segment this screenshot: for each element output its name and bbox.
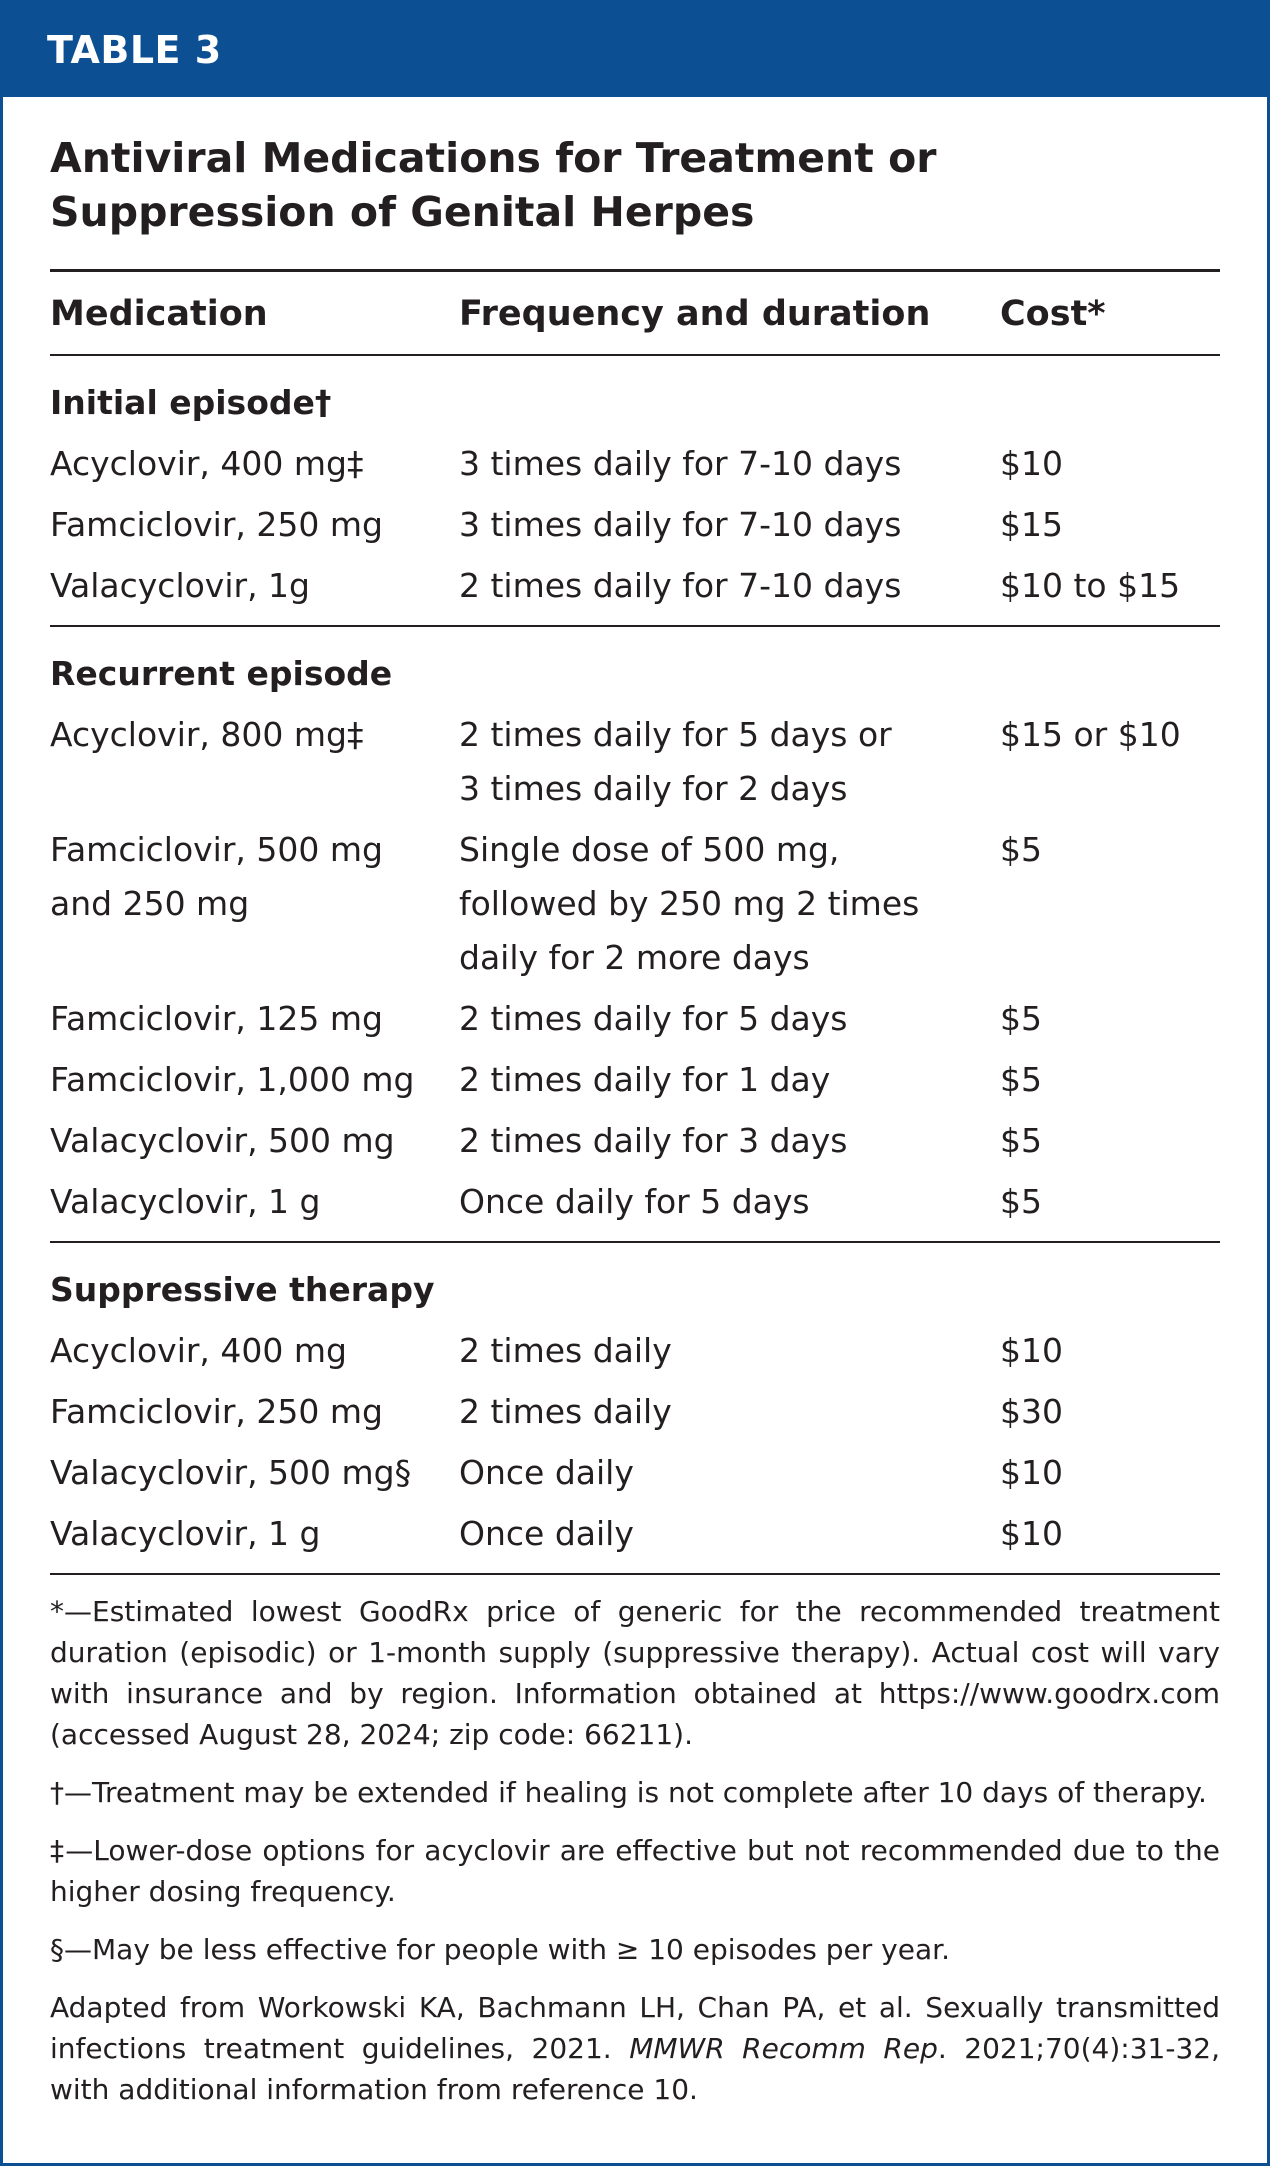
data-row: Acyclovir, 400 mg 2 times daily $10 xyxy=(50,1321,1220,1382)
cell: Acyclovir, 400 mg xyxy=(50,1331,347,1370)
footnotes: *—Estimated lowest GoodRx price of gener… xyxy=(50,1591,1220,2110)
section-row: Suppressive therapy xyxy=(50,1242,1220,1321)
cell: $10 xyxy=(1000,1504,1220,1575)
content: Antiviral Medications for Treatment or S… xyxy=(3,131,1267,2110)
footnote: ‡—Lower-dose options for acyclovir are e… xyxy=(50,1834,1220,1908)
cell: $15 or $10 xyxy=(1000,715,1181,754)
cell-line: 3 times daily for 2 days xyxy=(459,769,848,808)
section-heading: Suppressive therapy xyxy=(50,1270,435,1309)
cell: Once daily xyxy=(459,1504,1000,1575)
medication-table: Medication Frequency and duration Cost* In… xyxy=(50,269,1220,1575)
cell: $5 xyxy=(1000,1172,1220,1243)
data-row: Valacyclovir, 1 g Once daily for 5 days $5 xyxy=(50,1172,1220,1243)
data-row: Famciclovir, 250 mg 3 times daily for 7-1… xyxy=(50,495,1220,556)
cell-line: daily for 2 more days xyxy=(459,938,810,977)
header-row: Medication Frequency and duration Cost* xyxy=(50,269,1220,356)
cell: Acyclovir, 400 mg‡ xyxy=(50,444,364,483)
cell: $10 xyxy=(1000,1453,1063,1492)
cell: Once daily xyxy=(459,1453,634,1492)
data-row: Famciclovir, 250 mg 2 times daily $30 xyxy=(50,1382,1220,1443)
cell-line: 2 times daily for 5 days or xyxy=(459,715,892,754)
data-row: Valacyclovir, 500 mg§ Once daily $10 xyxy=(50,1443,1220,1504)
cell: $5 xyxy=(1000,999,1042,1038)
cell: Famciclovir, 250 mg xyxy=(50,1392,383,1431)
table-label: TABLE 3 xyxy=(3,3,1267,97)
cell: $5 xyxy=(1000,830,1042,869)
section-row: Recurrent episode xyxy=(50,626,1220,705)
cell: Valacyclovir, 1 g xyxy=(50,1504,459,1575)
cell: Famciclovir, 1,000 mg xyxy=(50,1060,415,1099)
column-header: Cost* xyxy=(1000,269,1220,356)
section-heading: Recurrent episode xyxy=(50,654,393,693)
cell: $5 xyxy=(1000,1060,1042,1099)
cell: 2 times daily for 5 days or 3 times daily… xyxy=(459,705,1000,820)
column-header: Frequency and duration xyxy=(459,269,1000,356)
footnote: §—May be less effective for people with … xyxy=(50,1933,950,1966)
footnote: †—Treatment may be extended if healing i… xyxy=(50,1776,1207,1809)
cell: $10 xyxy=(1000,1331,1063,1370)
cell: 2 times daily xyxy=(459,1331,672,1370)
cell: $30 xyxy=(1000,1392,1063,1431)
cell: Acyclovir, 800 mg‡ xyxy=(50,715,364,754)
cell-line: and 250 mg xyxy=(50,884,250,923)
cell: Famciclovir, 500 mg and 250 mg xyxy=(50,820,459,989)
cell: $15 xyxy=(1000,505,1063,544)
cell: 2 times daily for 1 day xyxy=(459,1060,831,1099)
data-row: Famciclovir, 1,000 mg 2 times daily for 1… xyxy=(50,1050,1220,1111)
cell: 3 times daily for 7-10 days xyxy=(459,444,902,483)
data-row: Acyclovir, 400 mg‡ 3 times daily for 7-10… xyxy=(50,434,1220,495)
source-text: . 2021;70(4):31-32, with additional info… xyxy=(50,2032,1220,2106)
cell: 2 times daily for 5 days xyxy=(459,999,848,1038)
cell: 2 times daily for 7-10 days xyxy=(459,556,1000,627)
cell-line: Single dose of 500 mg, xyxy=(459,830,840,869)
data-row: Valacyclovir, 1g 2 times daily for 7-10 d… xyxy=(50,556,1220,627)
data-row: Valacyclovir, 1 g Once daily $10 xyxy=(50,1504,1220,1575)
data-row: Valacyclovir, 500 mg 2 times daily for 3 … xyxy=(50,1111,1220,1172)
cell-line: Famciclovir, 500 mg xyxy=(50,830,383,869)
cell: Single dose of 500 mg, followed by 250 mg… xyxy=(459,820,1000,989)
cell: Valacyclovir, 500 mg xyxy=(50,1121,395,1160)
cell: 3 times daily for 7-10 days xyxy=(459,505,902,544)
cell: 2 times daily xyxy=(459,1392,672,1431)
data-row: Famciclovir, 125 mg 2 times daily for 5 d… xyxy=(50,989,1220,1050)
source-note: Adapted from Workowski KA, Bachmann LH, … xyxy=(50,1987,1220,2110)
section-row: Initial episode† xyxy=(50,355,1220,434)
source-text: Adapted from Workowski KA, Bachmann LH, … xyxy=(50,1991,1220,2065)
cell-line: followed by 250 mg 2 times xyxy=(459,884,920,923)
table-title: Antiviral Medications for Treatment or S… xyxy=(50,134,937,236)
cell: Valacyclovir, 500 mg§ xyxy=(50,1453,412,1492)
section-heading: Initial episode† xyxy=(50,383,332,422)
cell: Valacyclovir, 1g xyxy=(50,556,459,627)
cell: $10 xyxy=(1000,444,1063,483)
source-text: MMWR Recomm Rep xyxy=(629,2032,938,2065)
cell: $5 xyxy=(1000,1121,1042,1160)
cell: Once daily for 5 days xyxy=(459,1172,1000,1243)
cell: Famciclovir, 250 mg xyxy=(50,505,383,544)
cell: $10 to $15 xyxy=(1000,556,1220,627)
footnote: *—Estimated lowest GoodRx price of gener… xyxy=(50,1595,1220,1751)
cell: Famciclovir, 125 mg xyxy=(50,999,383,1038)
column-header: Medication xyxy=(50,269,459,356)
data-row: Famciclovir, 500 mg and 250 mg Single dose… xyxy=(50,820,1220,989)
cell: 2 times daily for 3 days xyxy=(459,1121,848,1160)
data-row: Acyclovir, 800 mg‡ 2 times daily for 5 da… xyxy=(50,705,1220,820)
cell: Valacyclovir, 1 g xyxy=(50,1172,459,1243)
